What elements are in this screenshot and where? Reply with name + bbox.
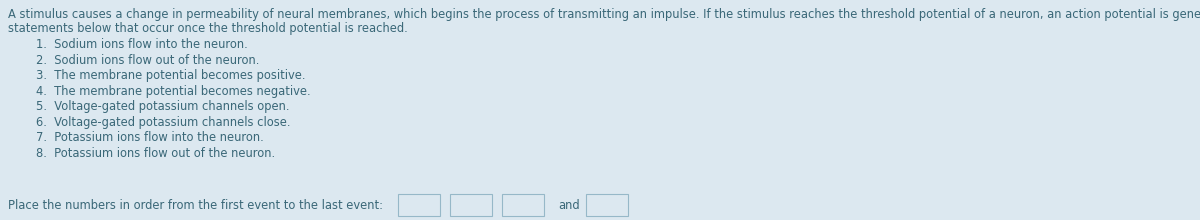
Text: ,: , bbox=[442, 218, 445, 220]
Text: and: and bbox=[558, 198, 580, 211]
Text: 1.  Sodium ions flow into the neuron.: 1. Sodium ions flow into the neuron. bbox=[36, 38, 247, 51]
FancyBboxPatch shape bbox=[450, 194, 492, 216]
FancyBboxPatch shape bbox=[586, 194, 628, 216]
Text: statements below that occur once the threshold potential is reached.: statements below that occur once the thr… bbox=[8, 22, 408, 35]
Text: ,: , bbox=[494, 218, 498, 220]
Text: 8.  Potassium ions flow out of the neuron.: 8. Potassium ions flow out of the neuron… bbox=[36, 147, 275, 160]
FancyBboxPatch shape bbox=[502, 194, 544, 216]
Text: 6.  Voltage-gated potassium channels close.: 6. Voltage-gated potassium channels clos… bbox=[36, 116, 290, 128]
Text: .: . bbox=[630, 218, 634, 220]
Text: 7.  Potassium ions flow into the neuron.: 7. Potassium ions flow into the neuron. bbox=[36, 131, 264, 144]
FancyBboxPatch shape bbox=[398, 194, 440, 216]
Text: 3.  The membrane potential becomes positive.: 3. The membrane potential becomes positi… bbox=[36, 69, 306, 82]
Text: 4.  The membrane potential becomes negative.: 4. The membrane potential becomes negati… bbox=[36, 84, 311, 97]
Text: ,: , bbox=[546, 218, 550, 220]
Text: 2.  Sodium ions flow out of the neuron.: 2. Sodium ions flow out of the neuron. bbox=[36, 53, 259, 66]
Text: A stimulus causes a change in permeability of neural membranes, which begins the: A stimulus causes a change in permeabili… bbox=[8, 8, 1200, 21]
Text: 5.  Voltage-gated potassium channels open.: 5. Voltage-gated potassium channels open… bbox=[36, 100, 289, 113]
Text: Place the numbers in order from the first event to the last event:: Place the numbers in order from the firs… bbox=[8, 198, 383, 211]
